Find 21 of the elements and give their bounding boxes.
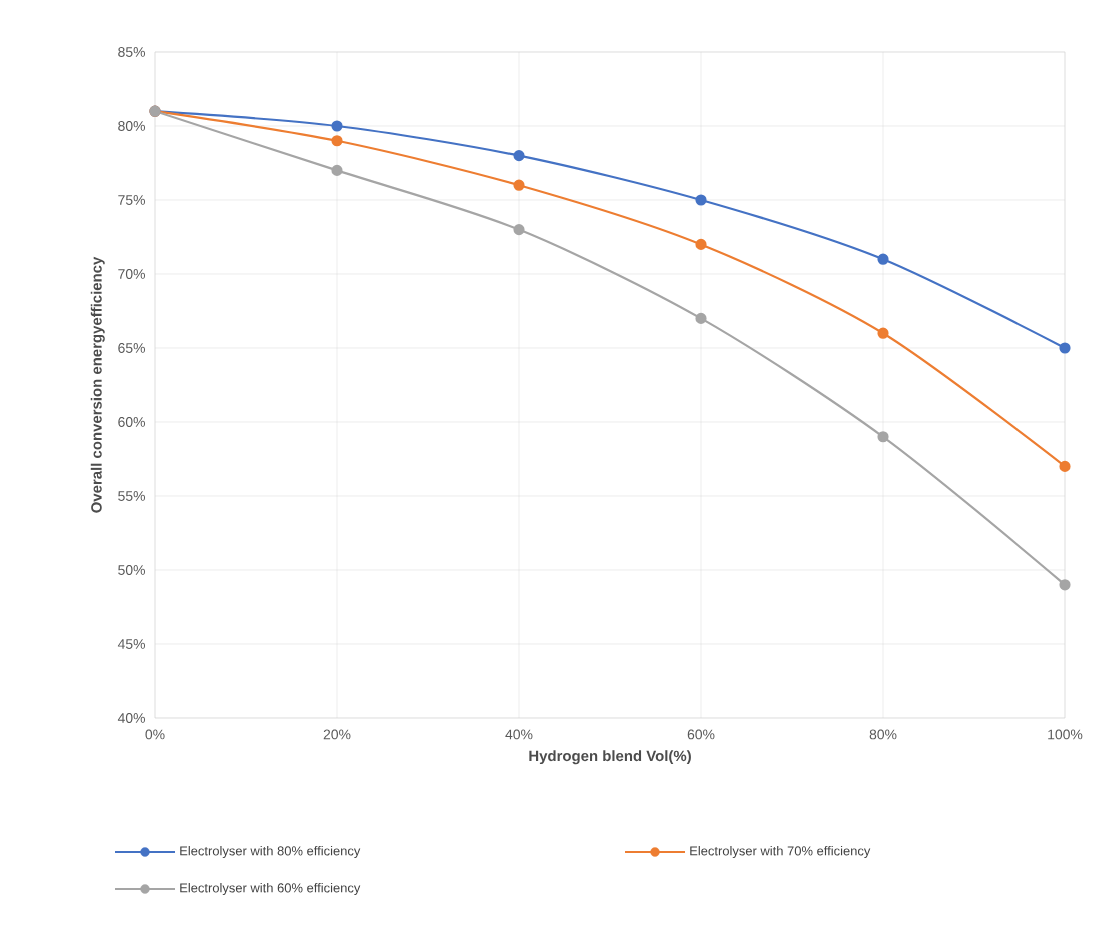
- y-tick-label: 70%: [118, 269, 145, 279]
- x-tick-label: 60%: [687, 729, 715, 740]
- x-tick-label: 40%: [505, 729, 533, 740]
- y-tick-label: 50%: [118, 565, 145, 575]
- y-tick-label: 55%: [118, 491, 145, 501]
- x-axis-title: Hydrogen blend Vol(%): [529, 750, 691, 765]
- x-tick-label: 20%: [323, 729, 351, 740]
- y-tick-label: 80%: [118, 121, 145, 131]
- legend-label: Electrolyser with 70% efficiency: [690, 845, 871, 859]
- y-tick-label: 85%: [118, 47, 145, 57]
- y-tick-label: 60%: [118, 417, 145, 427]
- y-tick-label: 40%: [117, 713, 145, 723]
- legend-label: Electrolyser with 80% efficiency: [180, 845, 361, 859]
- y-tick-label: 45%: [117, 639, 145, 649]
- x-tick-label: 100%: [1048, 729, 1083, 740]
- legend-label: Electrolyser with 60% efficiency: [180, 882, 361, 896]
- y-tick-label: 65%: [118, 343, 145, 353]
- x-tick-label: 0%: [145, 729, 165, 740]
- x-tick-label: 80%: [869, 729, 897, 740]
- y-axis-title: Overall conversion energyefficiency: [90, 256, 105, 513]
- y-tick-label: 75%: [118, 195, 145, 205]
